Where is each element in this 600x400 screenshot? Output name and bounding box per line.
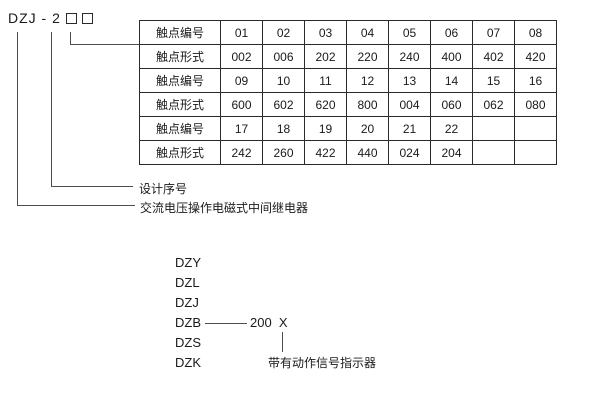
table-row: 触点形式 600 602 620 800 004 060 062 080 [139,92,557,117]
leader-line-serial-horizontal [51,186,133,187]
table-cell: 09 [220,68,263,93]
leader-line-serial-vertical [51,32,52,186]
table-cell: 07 [472,20,515,45]
table-cell: 800 [346,92,389,117]
table-cell: 204 [430,140,473,165]
table-cell: 20 [346,116,389,141]
table-cell: 002 [220,44,263,69]
table-cell: 08 [514,20,557,45]
table-cell: 240 [388,44,431,69]
table-cell: 19 [304,116,347,141]
table-cell: 触点编号 [139,68,221,93]
dzb-connector-line [205,323,247,324]
table-cell: 22 [430,116,473,141]
table-cell: 04 [346,20,389,45]
series-item-dzs: DZS [175,335,201,350]
table-cell: 062 [472,92,515,117]
table-cell: 触点形式 [139,140,221,165]
table-cell: 11 [304,68,347,93]
series-item-dzb: DZB [175,315,201,330]
design-serial-label: 设计序号 [139,182,188,196]
table-cell: 260 [262,140,305,165]
table-cell [472,140,515,165]
table-cell: 004 [388,92,431,117]
table-cell: 17 [220,116,263,141]
table-cell: 14 [430,68,473,93]
indicator-note: 带有动作信号指示器 [268,356,377,370]
series-item-dzj: DZJ [175,295,199,310]
table-cell [514,140,557,165]
table-cell: 03 [304,20,347,45]
table-cell: 202 [304,44,347,69]
table-cell: 400 [430,44,473,69]
leader-line-contact-vertical [70,32,71,45]
series-item-dzk: DZK [175,355,201,370]
table-cell: 触点形式 [139,44,221,69]
leader-line-contact-horizontal [70,44,139,45]
table-cell: 触点编号 [139,116,221,141]
table-row: 触点编号 01 02 03 04 05 06 07 08 [139,20,557,45]
table-row: 触点编号 17 18 19 20 21 22 [139,116,557,141]
table-cell: 21 [388,116,431,141]
table-cell: 05 [388,20,431,45]
leader-line-relay-vertical [17,32,18,205]
table-cell: 422 [304,140,347,165]
table-cell: 16 [514,68,557,93]
table-cell: 06 [430,20,473,45]
table-cell: 006 [262,44,305,69]
dzb-value: 200 X [250,315,288,330]
table-cell: 12 [346,68,389,93]
placeholder-box-2 [81,12,93,24]
contact-table: 触点编号 01 02 03 04 05 06 07 08 触点形式 002 00… [139,20,557,165]
table-cell: 620 [304,92,347,117]
table-cell: 触点编号 [139,20,221,45]
table-cell: 060 [430,92,473,117]
table-row: 触点形式 002 006 202 220 240 400 402 420 [139,44,557,69]
series-item-dzy: DZY [175,255,201,270]
leader-line-relay-horizontal [17,205,135,206]
table-cell: 220 [346,44,389,69]
table-cell: 13 [388,68,431,93]
table-cell: 18 [262,116,305,141]
series-item-dzl: DZL [175,275,200,290]
table-row: 触点编号 09 10 11 12 13 14 15 16 [139,68,557,93]
table-cell: 402 [472,44,515,69]
table-cell: 420 [514,44,557,69]
table-cell: 600 [220,92,263,117]
table-cell [514,116,557,141]
table-cell: 15 [472,68,515,93]
table-cell: 024 [388,140,431,165]
table-cell: 02 [262,20,305,45]
table-cell: 10 [262,68,305,93]
model-code: DZJ - 2 [8,10,93,26]
table-cell: 602 [262,92,305,117]
series-list: DZY DZL DZJ DZB DZS DZK [175,253,201,373]
relay-description-label: 交流电压操作电磁式中间继电器 [140,201,309,215]
model-code-text: DZJ - 2 [8,10,61,26]
table-cell: 080 [514,92,557,117]
table-cell: 01 [220,20,263,45]
indicator-connector-line [282,332,283,352]
table-cell: 触点形式 [139,92,221,117]
table-cell [472,116,515,141]
table-cell: 440 [346,140,389,165]
table-row: 触点形式 242 260 422 440 024 204 [139,140,557,165]
placeholder-box-1 [65,12,77,24]
table-cell: 242 [220,140,263,165]
